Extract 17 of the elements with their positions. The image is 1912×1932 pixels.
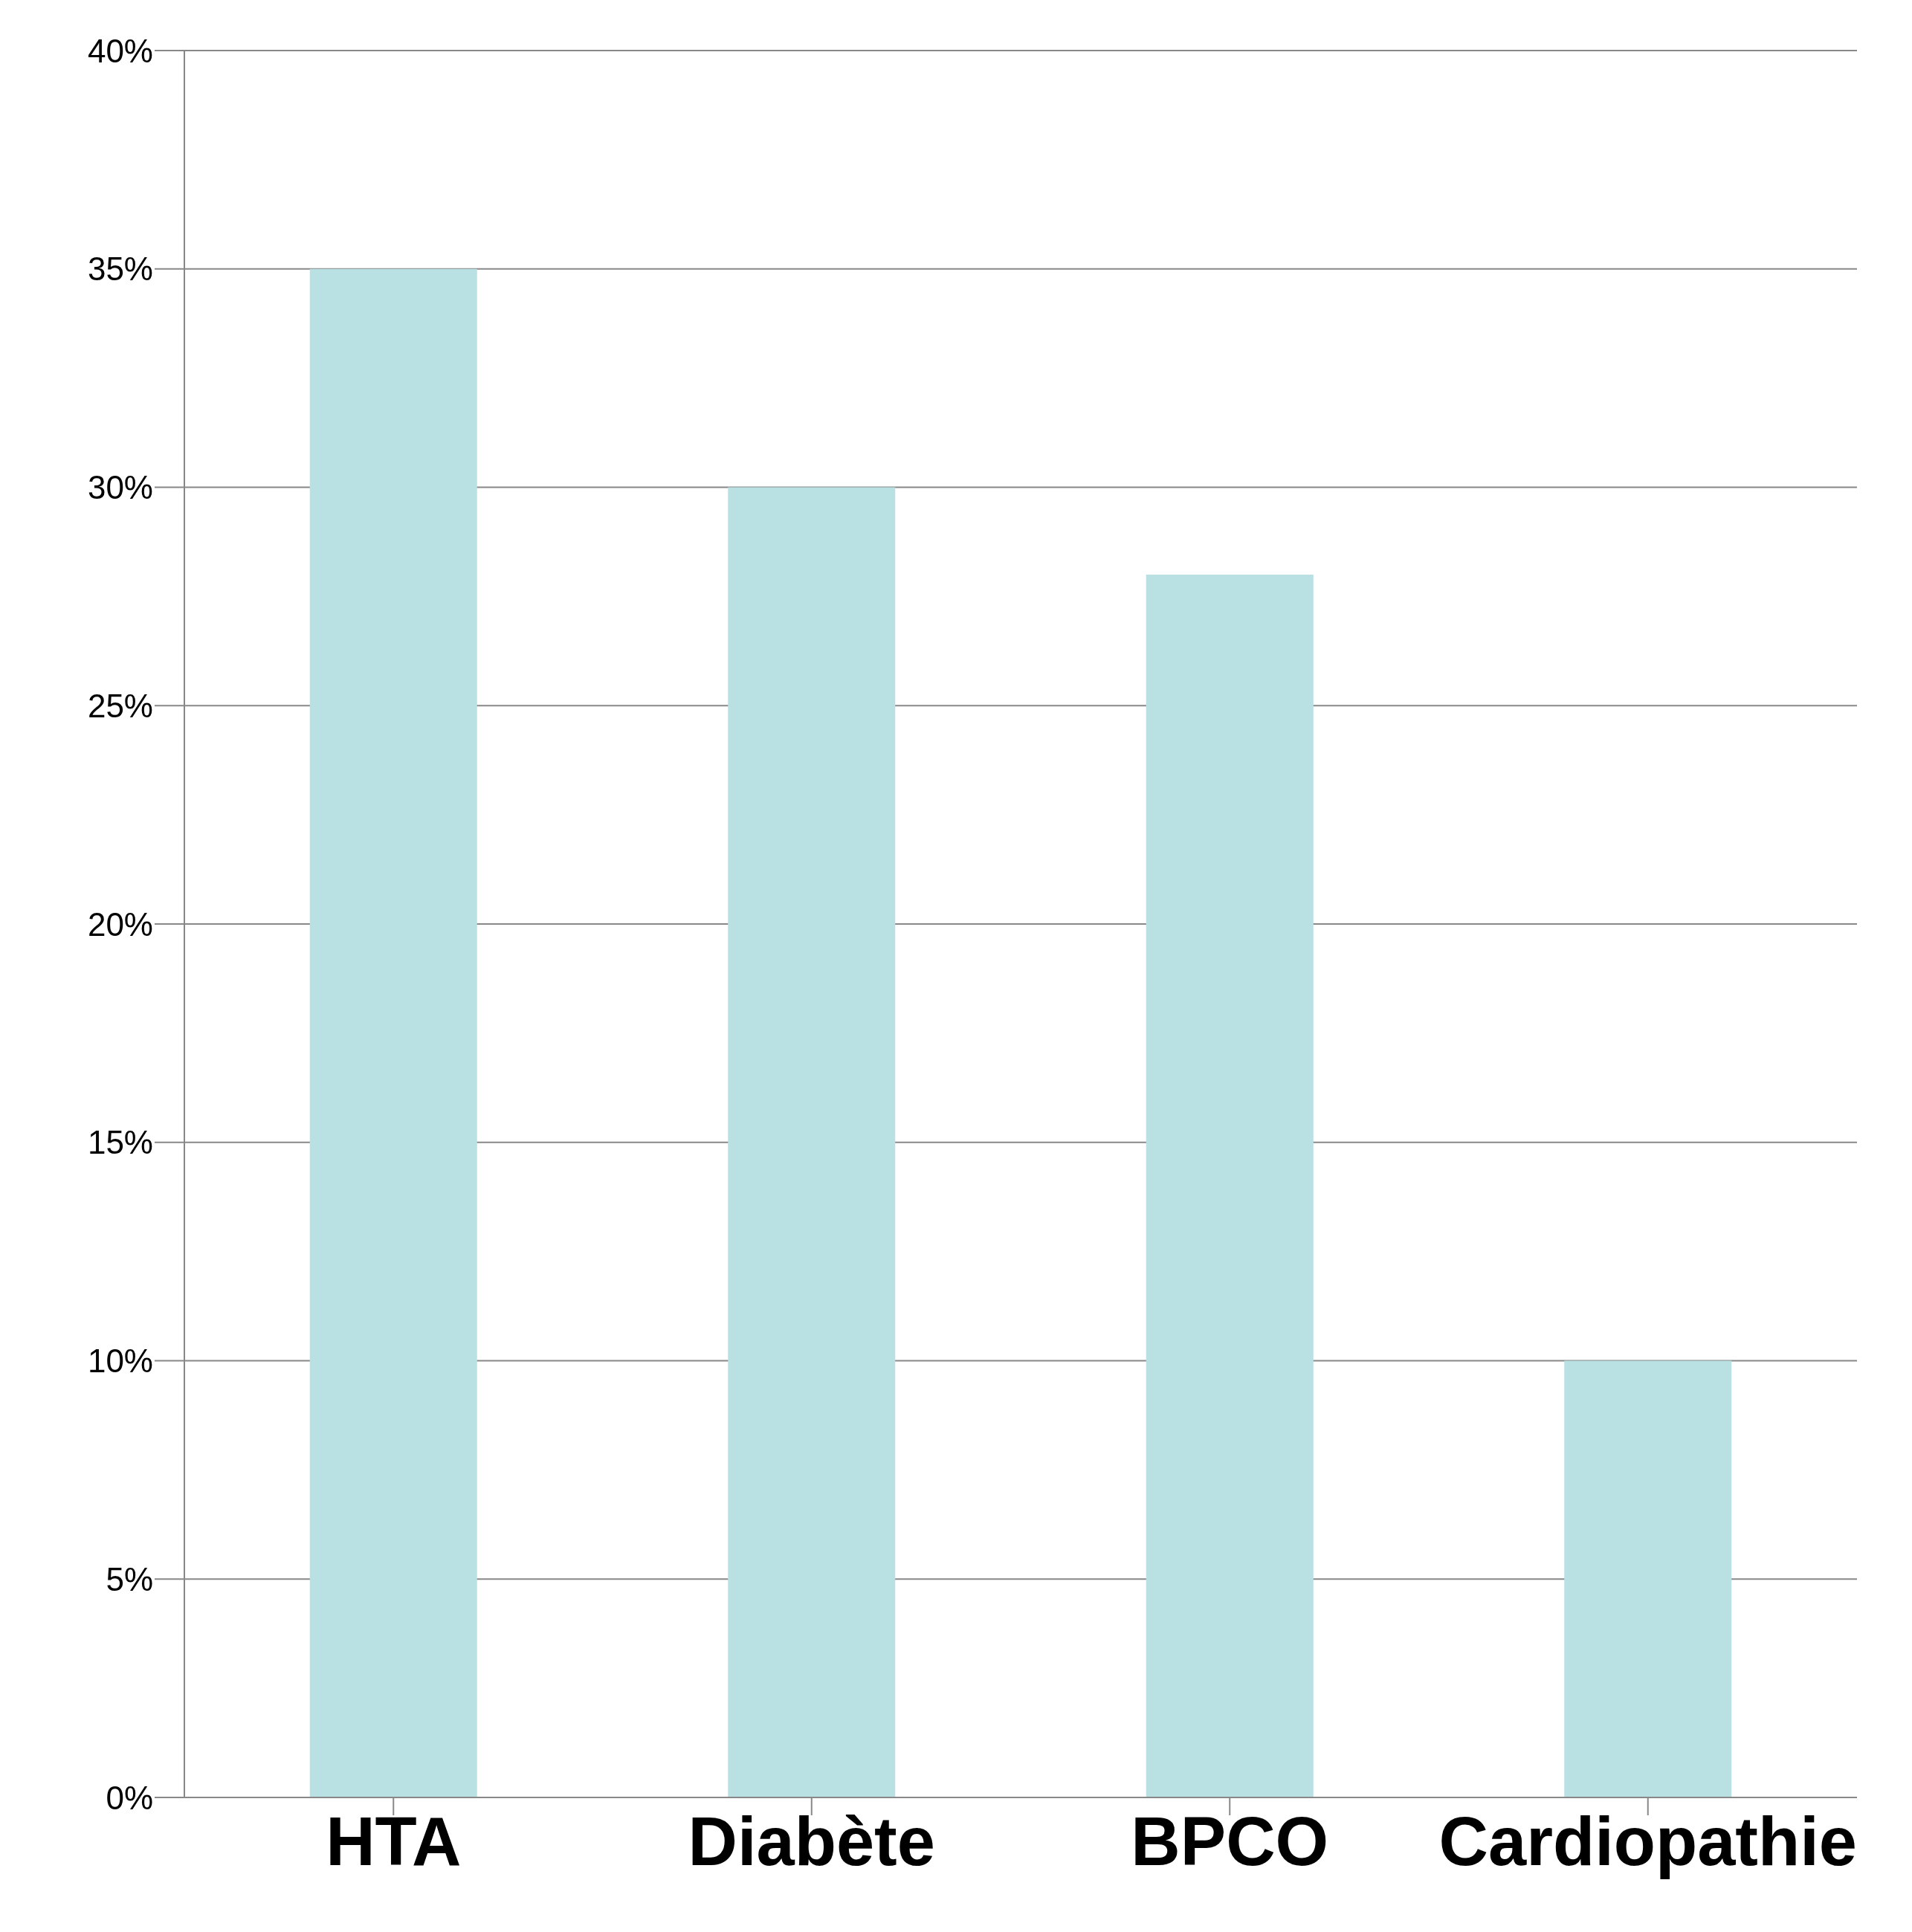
y-tick-label: 0% bbox=[106, 1779, 153, 1816]
y-tick-label: 25% bbox=[87, 687, 153, 724]
y-tick-label: 40% bbox=[87, 32, 153, 69]
bar bbox=[309, 268, 477, 1797]
x-tick-label: BPCO bbox=[1131, 1803, 1329, 1880]
x-tick-label: Cardiopathie bbox=[1438, 1803, 1857, 1880]
y-tick-label: 15% bbox=[87, 1124, 153, 1161]
bar bbox=[1146, 575, 1314, 1797]
y-tick-label: 35% bbox=[87, 251, 153, 288]
y-tick-label: 5% bbox=[106, 1560, 153, 1597]
bar bbox=[728, 487, 896, 1797]
bar bbox=[1564, 1360, 1732, 1797]
x-tick-label: Diabète bbox=[688, 1803, 935, 1880]
x-tick-label: HTA bbox=[326, 1803, 462, 1880]
y-tick-label: 30% bbox=[87, 469, 153, 506]
y-tick-label: 10% bbox=[87, 1343, 153, 1380]
y-tick-label: 20% bbox=[87, 905, 153, 943]
